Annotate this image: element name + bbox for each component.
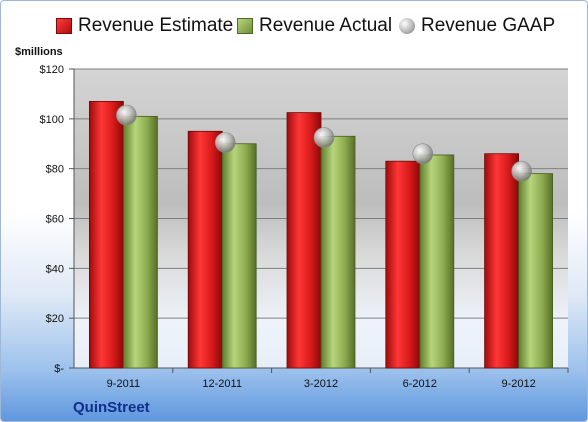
- legend-swatch-actual: [237, 18, 253, 34]
- bar-estimate: [187, 130, 223, 369]
- legend: Revenue Estimate Revenue Actual Revenue …: [1, 15, 587, 43]
- point-gaap: [313, 127, 335, 148]
- legend-label-actual: Revenue Actual: [259, 15, 393, 36]
- bar-actual: [221, 143, 257, 369]
- x-axis: 9-2011 12-2011 3-2012 6-2012 9-2012: [107, 368, 569, 390]
- bar-actual: [123, 115, 158, 369]
- legend-label-estimate: Revenue Estimate: [78, 15, 234, 36]
- x-tick-label: 12-2011: [202, 378, 242, 390]
- point-gaap: [412, 143, 434, 165]
- bar-actual: [419, 154, 455, 369]
- bars: [89, 100, 553, 369]
- x-tick-label: 9-2012: [501, 378, 535, 390]
- legend-item-estimate: Revenue Estimate: [56, 15, 233, 37]
- legend-label-gaap: Revenue GAAP: [421, 15, 556, 36]
- y-tick-label: $100: [40, 114, 64, 126]
- bar-estimate: [89, 100, 124, 369]
- legend-marker-gaap: [399, 18, 415, 34]
- legend-item-actual: Revenue Actual: [237, 15, 392, 37]
- y-tick-label: $-: [54, 363, 64, 375]
- point-gaap: [214, 132, 236, 153]
- y-unit-label: $millions: [15, 46, 63, 58]
- company-name: QuinStreet: [73, 399, 150, 416]
- x-tick-label: 3-2012: [304, 378, 338, 390]
- bar-actual: [320, 135, 356, 369]
- y-tick-label: $120: [40, 64, 64, 76]
- bar-estimate: [484, 153, 520, 369]
- y-tick-label: $20: [46, 313, 64, 325]
- point-gaap: [511, 160, 532, 182]
- bar-estimate: [286, 112, 322, 369]
- bar-actual: [518, 173, 553, 369]
- y-tick-label: $60: [46, 214, 64, 226]
- y-tick-label: $40: [46, 263, 64, 275]
- point-gaap: [116, 104, 137, 126]
- legend-swatch-estimate: [56, 18, 72, 34]
- y-tick-label: $80: [46, 164, 64, 176]
- x-tick-label: 6-2012: [403, 378, 437, 390]
- bar-estimate: [385, 160, 421, 369]
- x-tick-label: 9-2011: [107, 378, 140, 390]
- legend-item-gaap: Revenue GAAP: [399, 15, 555, 37]
